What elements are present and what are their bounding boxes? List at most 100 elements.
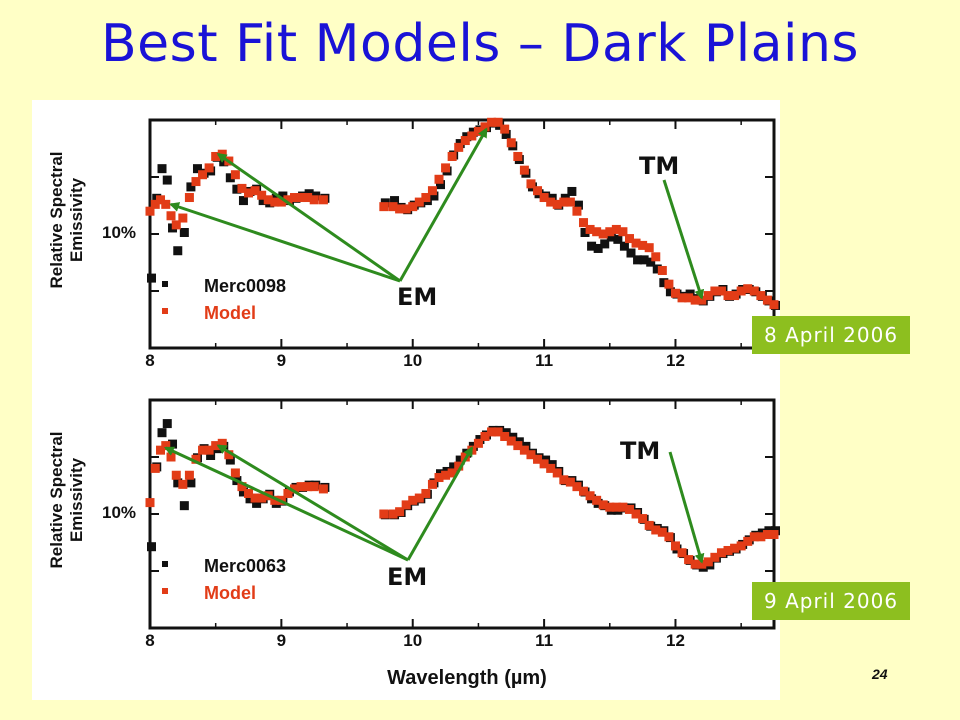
data-point — [487, 427, 497, 437]
data-point — [697, 295, 707, 305]
x-tick-label: 8 — [145, 351, 154, 370]
data-point — [162, 175, 172, 185]
data-point — [379, 509, 389, 519]
data-point — [454, 461, 464, 471]
data-point — [166, 211, 176, 221]
data-point — [684, 555, 694, 565]
data-point — [290, 193, 300, 203]
data-point — [572, 206, 582, 216]
data-point — [150, 463, 160, 473]
data-point — [204, 445, 214, 455]
data-point — [585, 224, 595, 234]
data-point — [519, 445, 529, 455]
annotation-em: EM — [397, 283, 437, 311]
data-point — [670, 541, 680, 551]
legend-marker — [162, 281, 168, 287]
data-point — [598, 229, 608, 239]
data-point — [467, 131, 477, 141]
data-point — [600, 239, 610, 249]
data-point — [237, 482, 247, 492]
data-point — [651, 252, 661, 262]
data-point — [441, 163, 451, 173]
data-point — [644, 520, 654, 530]
data-point — [598, 500, 608, 510]
data-point — [559, 197, 569, 207]
data-point — [421, 193, 431, 203]
data-point — [480, 431, 490, 441]
data-point — [703, 291, 713, 301]
annotation-tm: TM — [620, 437, 660, 465]
data-point — [567, 186, 577, 196]
data-point — [454, 142, 464, 152]
legend-marker — [162, 561, 168, 567]
data-point — [278, 191, 288, 201]
spectrum-panel-0409: 8 9 10 11 12 Relative SpectralEmissivity 10% Me… — [47, 398, 780, 650]
data-point — [743, 536, 753, 546]
x-tick-label: 10 — [403, 631, 422, 650]
data-point — [639, 255, 649, 265]
data-point — [749, 286, 759, 296]
data-point — [573, 200, 583, 210]
slide-title: Best Fit Models – Dark Plains — [100, 14, 860, 74]
data-point — [487, 117, 497, 127]
data-point — [309, 482, 319, 492]
data-point — [638, 240, 648, 250]
data-point — [533, 454, 543, 464]
data-point — [217, 438, 227, 448]
data-point — [252, 498, 262, 508]
data-point — [756, 532, 766, 542]
data-point — [657, 265, 667, 275]
data-point — [244, 188, 254, 198]
data-point — [585, 491, 595, 501]
data-point — [283, 195, 293, 205]
y-axis-title: Relative SpectralEmissivity — [47, 431, 86, 568]
data-point — [250, 493, 260, 503]
legend-label: Model — [204, 583, 256, 603]
data-point — [513, 151, 523, 161]
data-point — [460, 136, 470, 146]
data-point — [546, 197, 556, 207]
data-point — [646, 257, 656, 267]
data-point — [173, 478, 183, 488]
data-point — [473, 438, 483, 448]
data-point — [161, 441, 171, 451]
data-point — [703, 557, 713, 567]
data-point — [173, 246, 183, 256]
data-point — [769, 300, 779, 310]
data-point — [606, 232, 616, 242]
data-point — [769, 530, 779, 540]
data-point — [230, 468, 240, 478]
date-badge-0409: 9 April 2006 — [752, 582, 911, 620]
data-point — [580, 228, 590, 237]
data-point — [533, 186, 543, 196]
data-point — [710, 286, 720, 296]
data-point — [441, 470, 451, 480]
data-point — [318, 484, 328, 494]
data-point — [539, 193, 549, 203]
data-point — [198, 170, 208, 180]
tm-arrow — [662, 179, 705, 300]
data-point — [145, 498, 155, 508]
data-point — [211, 151, 221, 161]
data-point — [166, 452, 176, 462]
data-point — [677, 548, 687, 558]
data-point — [421, 488, 431, 498]
data-point — [619, 241, 629, 251]
data-point — [631, 509, 641, 519]
data-point — [633, 255, 643, 265]
data-point — [710, 552, 720, 562]
data-point — [697, 559, 707, 569]
data-point — [716, 286, 726, 296]
data-point — [147, 542, 156, 552]
data-point — [500, 431, 510, 441]
data-point — [611, 224, 621, 234]
em-arrow — [163, 446, 409, 562]
data-point — [171, 470, 181, 480]
figure-panel: 8 9 10 11 12 Relative SpectralEmissivity 10% Me… — [32, 100, 780, 700]
data-point — [559, 475, 569, 485]
data-point — [631, 238, 641, 248]
data-point — [664, 532, 674, 542]
x-tick-label: 12 — [666, 631, 685, 650]
data-point — [736, 286, 746, 296]
data-point — [605, 502, 615, 512]
